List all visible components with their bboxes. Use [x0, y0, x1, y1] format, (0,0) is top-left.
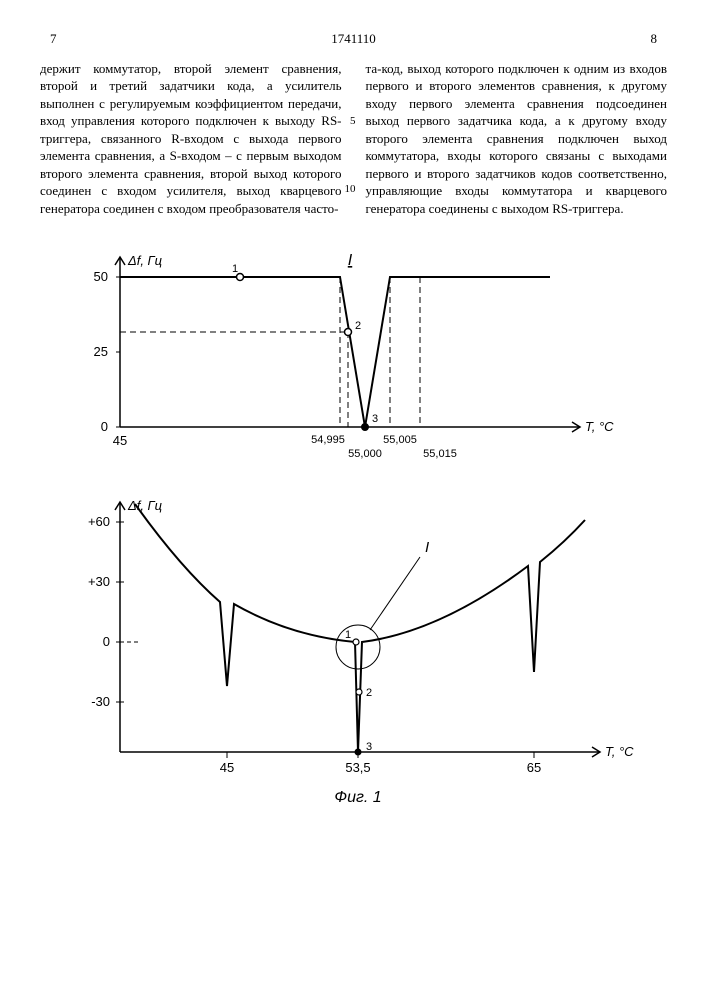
col-left-text: держит коммутатор, второй элемент сравне…	[40, 61, 342, 216]
callout-I: I	[425, 539, 429, 556]
xtick2-45: 45	[220, 760, 234, 775]
point2-1-label: 1	[345, 629, 351, 641]
xtick-45: 45	[113, 433, 127, 448]
xtick-55005: 55,005	[383, 434, 417, 446]
detail-circle	[336, 625, 380, 669]
point-2	[345, 329, 352, 336]
ytick-50: 50	[94, 269, 108, 284]
point2-1	[353, 639, 359, 645]
callout-line	[370, 557, 420, 630]
ytick2-n30: -30	[91, 694, 110, 709]
x-axis-label: T, °C	[585, 419, 614, 434]
line-marker-5: 5	[350, 114, 356, 129]
figures-block: 0 25 50 Δf, Гц I 1 2 3 45 54,995 55,000 …	[40, 247, 667, 816]
point2-2-label: 2	[366, 687, 372, 699]
col-right-text: та-код, выход которого подключен к одним…	[366, 61, 668, 216]
doc-number: 1741110	[57, 30, 651, 48]
ytick2-p30: +30	[88, 574, 110, 589]
curve-1	[120, 277, 550, 427]
text-columns: держит коммутатор, второй элемент сравне…	[40, 60, 667, 218]
point2-2	[356, 689, 362, 695]
ytick2-p60: +60	[88, 514, 110, 529]
point-3	[362, 424, 369, 431]
ytick-25: 25	[94, 344, 108, 359]
xtick2-65: 65	[527, 760, 541, 775]
figure-label: Фиг. 1	[334, 789, 381, 806]
xtick-55015: 55,015	[423, 448, 457, 460]
ytick2-0: 0	[103, 634, 110, 649]
page-header: 7 1741110 8	[40, 30, 667, 48]
xtick2-535: 53,5	[345, 760, 370, 775]
chart-2: -30 0 +30 +60 Δf, Гц I 1 2 3 45 53,5 65 …	[40, 482, 660, 812]
point2-3-label: 3	[366, 741, 372, 753]
chart-1: 0 25 50 Δf, Гц I 1 2 3 45 54,995 55,000 …	[40, 247, 660, 477]
detail-marker-I: I	[348, 252, 353, 269]
x-axis-label-2: T, °C	[605, 744, 634, 759]
right-column: та-код, выход которого подключен к одним…	[366, 60, 668, 218]
curve-2	[135, 504, 585, 752]
point-3-label: 3	[372, 413, 378, 425]
y-axis-label: Δf, Гц	[127, 253, 162, 268]
xtick-55000: 55,000	[348, 448, 382, 460]
point-2-label: 2	[355, 320, 361, 332]
line-marker-10: 10	[345, 182, 356, 197]
ytick-0: 0	[101, 419, 108, 434]
page-num-right: 8	[651, 30, 658, 48]
xtick-54995: 54,995	[311, 434, 345, 446]
point-1-label: 1	[232, 263, 238, 275]
left-column: держит коммутатор, второй элемент сравне…	[40, 60, 342, 218]
y-axis-label-2: Δf, Гц	[127, 498, 162, 513]
